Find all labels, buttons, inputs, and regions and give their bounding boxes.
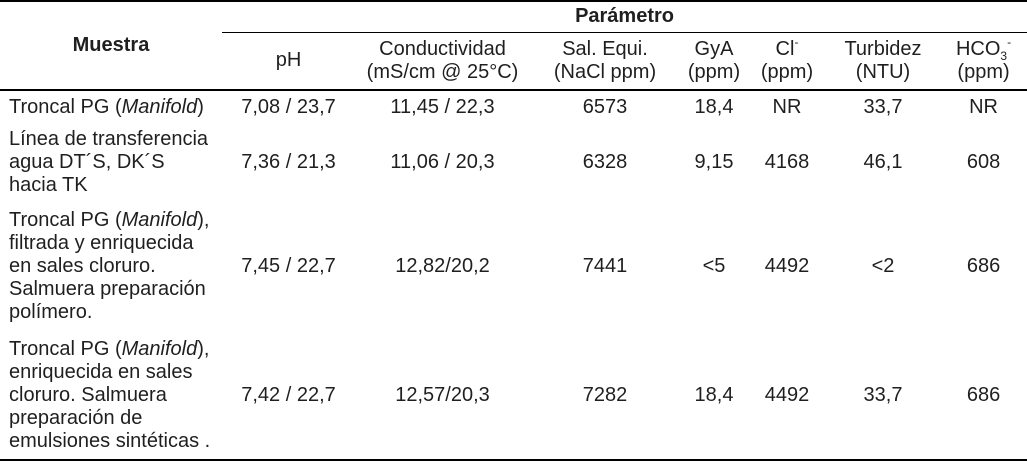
column-label: Sal. Equi. xyxy=(562,37,648,60)
charge-superscript: - xyxy=(794,35,799,50)
column-label: GyA xyxy=(694,37,734,60)
column-label: pH xyxy=(275,49,302,72)
column-header-row: pH Conductividad (mS/cm @ 25°C) Sal. Equ… xyxy=(0,32,1027,91)
sample-text-italic: Manifold xyxy=(121,96,198,118)
column-unit: (ppm) xyxy=(687,60,741,83)
sample-name-cell: Troncal PG (Manifold), filtrada y enriqu… xyxy=(0,201,222,332)
column-unit: (mS/cm @ 25°C) xyxy=(366,60,519,83)
bicarbonate-column-header: HCO3- (ppm) xyxy=(940,32,1027,91)
salinity-column-header: Sal. Equi. (NaCl ppm) xyxy=(530,32,680,91)
table-row: Troncal PG (Manifold), filtrada y enriqu… xyxy=(0,201,1027,332)
sample-name-cell: Troncal PG (Manifold) xyxy=(0,90,222,124)
bicarbonate-value-cell: 608 xyxy=(966,151,1001,173)
turbidity-value-cell: 33,7 xyxy=(863,96,903,118)
column-unit: (NaCl ppm) xyxy=(553,60,657,83)
salinity-value-cell: 6573 xyxy=(582,96,628,118)
column-unit: (NTU) xyxy=(855,60,911,83)
sample-text-italic: Manifold xyxy=(121,338,198,360)
ph-value-cell: 7,36 / 21,3 xyxy=(241,151,336,173)
salinity-value-cell: 7282 xyxy=(582,384,628,406)
ph-value-cell: 7,08 / 23,7 xyxy=(241,96,336,118)
column-label: HCO3- xyxy=(940,35,1027,63)
conductivity-value-cell: 12,57/20,3 xyxy=(395,384,490,406)
column-unit: (ppm) xyxy=(957,60,1010,83)
gya-value-cell: <5 xyxy=(702,255,726,277)
chemical-symbol: Cl xyxy=(775,37,795,60)
atom-count-subscript: 3 xyxy=(1000,48,1008,63)
ph-value-cell: 7,42 / 22,7 xyxy=(241,384,336,406)
conductivity-value-cell: 12,82/20,2 xyxy=(395,255,490,277)
turbidity-column-header: Turbidez (NTU) xyxy=(826,32,940,91)
sample-name-cell: Troncal PG (Manifold), enriquecida en sa… xyxy=(0,332,222,460)
turbidity-value-cell: 33,7 xyxy=(863,384,903,406)
charge-superscript: - xyxy=(1007,35,1012,50)
table-row: Línea de transferencia agua DT´S, DK´S h… xyxy=(0,124,1027,201)
gya-value-cell: 18,4 xyxy=(694,384,734,406)
conductivity-column-header: Conductividad (mS/cm @ 25°C) xyxy=(355,32,530,91)
table-row: Troncal PG (Manifold), enriquecida en sa… xyxy=(0,332,1027,460)
bicarbonate-value-cell: NR xyxy=(969,96,998,118)
muestra-column-header: Muestra xyxy=(0,1,222,91)
ph-value-cell: 7,45 / 22,7 xyxy=(241,255,336,277)
chloride-column-header: Cl- (ppm) xyxy=(748,32,826,91)
bicarbonate-value-cell: 686 xyxy=(966,255,1001,277)
salinity-value-cell: 6328 xyxy=(582,151,628,173)
table-row: Troncal PG (Manifold) 7,08 / 23,7 11,45 … xyxy=(0,90,1027,124)
sample-text: Troncal PG ( xyxy=(9,338,122,360)
conductivity-value-cell: 11,06 / 20,3 xyxy=(390,151,495,173)
turbidity-value-cell: 46,1 xyxy=(863,151,903,173)
column-label: Turbidez xyxy=(844,37,922,60)
chemical-symbol: HCO xyxy=(955,37,1001,60)
column-label: Cl- xyxy=(748,35,826,61)
sample-text: Troncal PG ( xyxy=(9,209,122,231)
gya-value-cell: 9,15 xyxy=(694,151,734,173)
chloride-value-cell: 4168 xyxy=(764,151,810,173)
chloride-value-cell: NR xyxy=(772,96,802,118)
sample-text: ), enriquecida en sales cloruro. Salmuer… xyxy=(9,338,211,452)
sample-name-cell: Línea de transferencia agua DT´S, DK´S h… xyxy=(0,124,222,201)
sample-text: Línea de transferencia agua DT´S, DK´S h… xyxy=(9,128,209,196)
group-header-row: Muestra Parámetro xyxy=(0,1,1027,91)
salinity-value-cell: 7441 xyxy=(582,255,628,277)
sample-text-italic: Manifold xyxy=(121,209,198,231)
sample-text: ), filtrada y enriquecida en sales cloru… xyxy=(9,209,210,323)
column-label: Conductividad xyxy=(379,37,506,60)
parametro-group-header: Parámetro xyxy=(222,1,1027,33)
gya-column-header: GyA (ppm) xyxy=(680,32,748,91)
bicarbonate-value-cell: 686 xyxy=(966,384,1001,406)
gya-value-cell: 18,4 xyxy=(694,96,734,118)
column-unit: (ppm) xyxy=(760,60,814,83)
chloride-value-cell: 4492 xyxy=(764,384,810,406)
turbidity-value-cell: <2 xyxy=(871,255,895,277)
sample-text: ) xyxy=(197,96,204,118)
conductivity-value-cell: 11,45 / 22,3 xyxy=(390,96,495,118)
chloride-value-cell: 4492 xyxy=(764,255,810,277)
ph-column-header: pH xyxy=(222,32,355,91)
sample-text: Troncal PG ( xyxy=(9,96,122,118)
